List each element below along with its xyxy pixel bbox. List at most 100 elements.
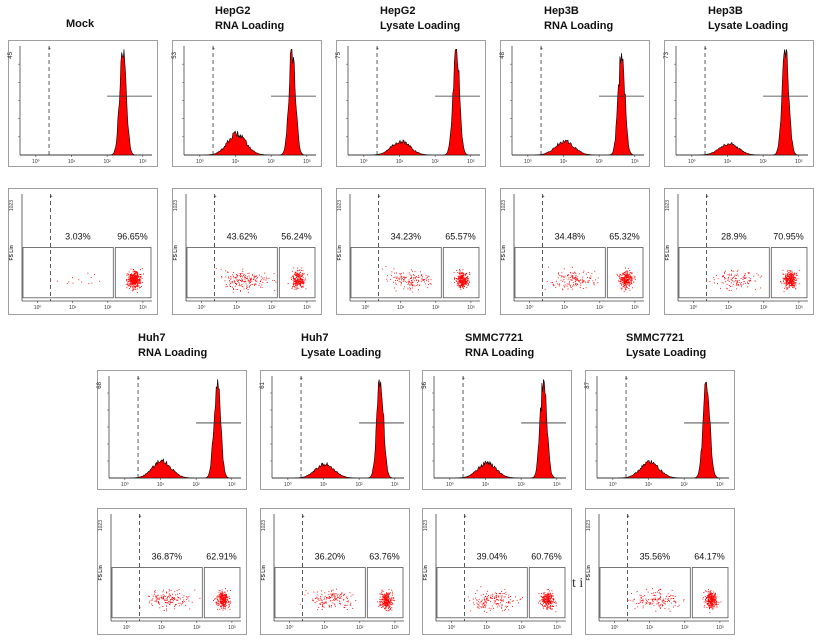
scatter-point: [221, 603, 222, 604]
scatter-point: [418, 281, 420, 282]
scatter-point: [625, 271, 626, 273]
scatter-points: [382, 266, 471, 293]
scatter-point: [291, 278, 292, 280]
scatter-point: [328, 598, 330, 600]
scatter-point: [130, 283, 132, 285]
scatter-point: [648, 602, 650, 603]
scatter-point: [624, 283, 626, 284]
x-tick-label: 10¹: [645, 482, 653, 488]
scatter-point: [387, 596, 389, 598]
x-tick-label: 10¹: [233, 305, 241, 311]
scatter-point: [396, 277, 398, 279]
scatter-point: [645, 601, 647, 603]
scatter-point: [315, 597, 317, 599]
scatter-point: [132, 287, 133, 289]
scatter-point: [792, 280, 794, 282]
scatter-point: [299, 274, 301, 275]
scatter-point: [335, 599, 337, 601]
scatter-point: [593, 283, 595, 285]
scatter-point: [292, 274, 294, 276]
scatter-point: [293, 277, 294, 278]
scatter-point: [385, 601, 386, 603]
scatter-point: [129, 282, 131, 284]
scatter-point: [725, 278, 727, 280]
scatter-point: [462, 287, 464, 289]
scatter-point: [461, 282, 463, 284]
scatter-point: [127, 284, 128, 286]
scatter-point: [793, 283, 795, 285]
scatter-point: [490, 608, 492, 610]
scatter-point: [660, 597, 662, 598]
scatter-point: [381, 607, 383, 608]
scatter-point: [176, 600, 178, 602]
scatter-point: [456, 281, 458, 282]
scatter-point: [320, 601, 322, 603]
scatter-point: [673, 600, 675, 602]
scatter-point: [459, 285, 461, 287]
scatter-point: [225, 283, 227, 285]
scatter-point: [132, 282, 134, 284]
scatter-point: [624, 281, 626, 282]
scatter-point: [319, 604, 321, 606]
scatter-point: [474, 597, 476, 599]
scatter-point: [550, 600, 552, 602]
scatter-point: [649, 603, 651, 605]
scatter-point: [383, 602, 385, 604]
scatter-point: [587, 272, 589, 273]
scatter-point: [300, 280, 301, 282]
scatter-point: [787, 283, 789, 284]
scatter-point: [257, 277, 259, 278]
scatter-point: [544, 288, 546, 290]
scatter-point: [724, 271, 725, 273]
scatter-point: [331, 595, 332, 597]
scatter-hep3b-rna: 10⁰ 10¹ 10² 10³ 1023 FS Lin +34.48% 65.32%: [500, 188, 650, 315]
scatter-point: [388, 602, 390, 604]
scatter-point: [130, 278, 132, 279]
scatter-point: [158, 597, 160, 599]
scatter-point: [546, 596, 548, 598]
scatter-point: [621, 279, 623, 280]
scatter-point: [619, 281, 621, 283]
x-tick-label: 10¹: [320, 482, 328, 488]
scatter-y-label: FS Lin: [9, 245, 15, 260]
scatter-point: [303, 273, 304, 275]
scatter-point: [300, 286, 302, 288]
scatter-point: [339, 603, 341, 605]
scatter-point: [332, 589, 334, 591]
scatter-point: [461, 272, 463, 274]
scatter-point: [463, 273, 464, 275]
scatter-point: [623, 291, 625, 293]
scatter-point: [304, 279, 306, 281]
scatter-point: [228, 605, 230, 607]
scatter-point: [714, 594, 715, 596]
scatter-point: [624, 279, 626, 281]
gate-box-right: [528, 567, 566, 619]
scatter-point: [296, 283, 298, 284]
scatter-point: [546, 608, 548, 610]
scatter-point: [463, 288, 465, 289]
scatter-point: [90, 277, 92, 278]
x-tick-label: 10²: [356, 482, 364, 488]
scatter-point: [235, 285, 237, 287]
scatter-point: [302, 279, 304, 281]
scatter-point: [707, 605, 709, 607]
scatter-point: [163, 595, 165, 597]
scatter-point: [403, 279, 405, 280]
scatter-point: [790, 285, 791, 286]
scatter-point: [191, 601, 193, 603]
scatter-point: [394, 272, 396, 274]
scatter-point: [500, 599, 501, 601]
scatter-point: [641, 601, 643, 603]
scatter-point: [236, 283, 238, 285]
scatter-point: [458, 278, 460, 280]
scatter-point: [224, 605, 226, 607]
scatter-point: [321, 590, 322, 592]
scatter-point: [629, 274, 631, 276]
scatter-point: [302, 281, 304, 283]
scatter-point: [127, 285, 129, 287]
scatter-point: [135, 286, 136, 288]
scatter-point: [558, 285, 560, 287]
scatter-point: [413, 275, 415, 276]
scatter-point: [350, 595, 352, 597]
scatter-point: [789, 270, 791, 272]
